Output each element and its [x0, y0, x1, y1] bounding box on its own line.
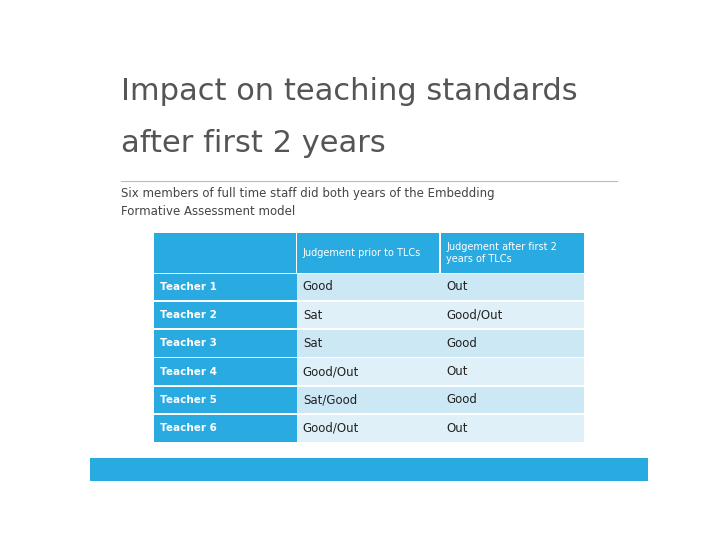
Text: Teacher 5: Teacher 5: [160, 395, 217, 405]
Bar: [441, 359, 584, 385]
Bar: [441, 387, 584, 413]
Bar: [441, 302, 584, 328]
Text: Good/Out: Good/Out: [303, 422, 359, 435]
Text: Judgement prior to TLCs: Judgement prior to TLCs: [303, 248, 421, 258]
Text: Six members of full time staff did both years of the Embedding
Formative Assessm: Six members of full time staff did both …: [121, 187, 495, 219]
Bar: [441, 330, 584, 357]
Bar: [154, 387, 297, 413]
Bar: [154, 274, 297, 300]
Text: Out: Out: [446, 280, 467, 293]
Text: Good: Good: [446, 394, 477, 407]
Text: Good: Good: [303, 280, 333, 293]
Text: Judgement after first 2
years of TLCs: Judgement after first 2 years of TLCs: [446, 242, 557, 264]
Bar: [154, 233, 297, 273]
Text: Sat: Sat: [303, 309, 323, 322]
Text: Teacher 4: Teacher 4: [160, 367, 217, 377]
Bar: [154, 302, 297, 328]
Text: Good/Out: Good/Out: [303, 365, 359, 378]
Bar: [441, 274, 584, 300]
Text: Impact on teaching standards: Impact on teaching standards: [121, 77, 577, 106]
Bar: [296, 233, 297, 273]
Text: Teacher 3: Teacher 3: [160, 339, 217, 348]
Text: Out: Out: [446, 422, 467, 435]
Bar: [297, 415, 441, 442]
Text: Out: Out: [446, 365, 467, 378]
Text: Good/Out: Good/Out: [446, 309, 503, 322]
Text: Sat/Good: Sat/Good: [303, 394, 357, 407]
Bar: [297, 233, 441, 273]
Text: Teacher 6: Teacher 6: [160, 423, 217, 433]
Bar: [441, 233, 584, 273]
Text: Teacher 1: Teacher 1: [160, 282, 217, 292]
Bar: [297, 330, 441, 357]
Bar: [90, 458, 648, 481]
Bar: [297, 274, 441, 300]
Bar: [154, 359, 297, 385]
Text: Sat: Sat: [303, 337, 323, 350]
Bar: [154, 330, 297, 357]
Bar: [441, 415, 584, 442]
Bar: [439, 233, 441, 273]
Bar: [297, 302, 441, 328]
Text: Good: Good: [446, 337, 477, 350]
Bar: [297, 359, 441, 385]
Text: after first 2 years: after first 2 years: [121, 129, 385, 158]
Bar: [154, 415, 297, 442]
Bar: [297, 387, 441, 413]
Text: Teacher 2: Teacher 2: [160, 310, 217, 320]
